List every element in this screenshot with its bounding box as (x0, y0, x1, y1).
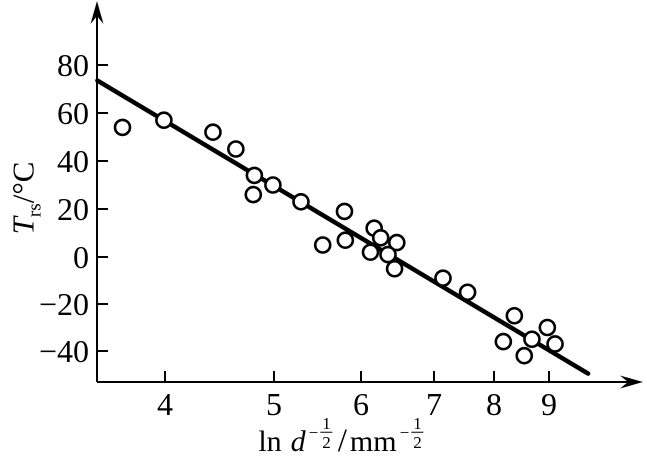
data-point (335, 202, 354, 221)
y-tick-label: 20 (57, 191, 89, 227)
x-tick-label: 7 (426, 386, 442, 422)
data-point (515, 346, 534, 365)
data-point (245, 166, 264, 185)
fit-line (95, 78, 591, 376)
data-point (336, 231, 355, 249)
y-tick-label: 60 (57, 95, 89, 131)
x-tick-label: 8 (486, 386, 502, 422)
y-axis-unit: /°C (5, 161, 41, 204)
x-tick-label: 9 (541, 386, 557, 422)
y-tick-label: −20 (39, 286, 89, 322)
data-point (505, 306, 524, 325)
data-point (379, 245, 397, 264)
x-axis-variable: d (290, 424, 306, 458)
y-axis-subscript: rs (24, 203, 46, 218)
data-point (204, 123, 222, 141)
data-point (523, 330, 541, 349)
y-axis-arrow-icon (90, 1, 104, 24)
x-axis-unit-exponent: − 1 2 (399, 413, 424, 452)
data-point (385, 259, 404, 278)
data-point (387, 233, 406, 252)
data-point (227, 140, 245, 158)
y-tick-label: 40 (57, 143, 89, 179)
y-tick-label: 0 (73, 239, 89, 275)
data-point (264, 176, 282, 194)
data-point (361, 243, 380, 261)
fraction: 1 2 (320, 413, 333, 452)
data-point (458, 283, 477, 302)
data-point (155, 111, 173, 129)
data-point (292, 193, 310, 211)
x-axis-fn: ln (258, 424, 282, 458)
y-tick-label: 80 (57, 47, 89, 83)
data-point (538, 318, 557, 337)
x-axis-arrow-icon (620, 375, 643, 389)
data-point (494, 332, 513, 351)
data-point (113, 118, 132, 137)
y-tick-label: −40 (39, 333, 89, 369)
y-axis-title: Trs/°C (5, 162, 46, 235)
y-axis-symbol: T (5, 217, 41, 235)
data-point (244, 185, 263, 204)
fraction: 1 2 (411, 413, 424, 452)
x-tick-label: 6 (353, 386, 369, 422)
x-axis-title: ln d − 1 2 / mm − 1 2 (258, 414, 424, 464)
x-tick-label: 5 (266, 386, 282, 422)
x-tick-label: 4 (157, 386, 173, 422)
x-axis-separator: / (337, 422, 347, 459)
x-axis-exponent: − 1 2 (308, 413, 333, 452)
data-point (434, 269, 452, 287)
data-point (371, 229, 390, 247)
data-point (313, 236, 332, 254)
data-point (546, 335, 564, 353)
x-axis-unit: mm (349, 424, 397, 458)
